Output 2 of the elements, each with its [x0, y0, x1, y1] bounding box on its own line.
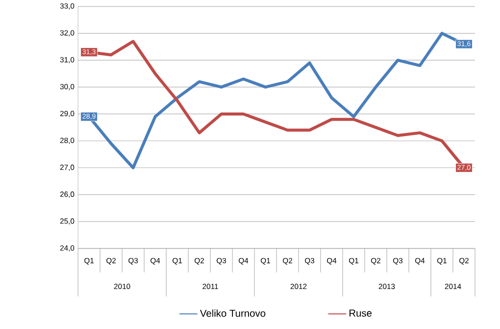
- legend-label: Ruse: [350, 309, 372, 316]
- legend-label: Veliko Turnovo: [200, 309, 266, 317]
